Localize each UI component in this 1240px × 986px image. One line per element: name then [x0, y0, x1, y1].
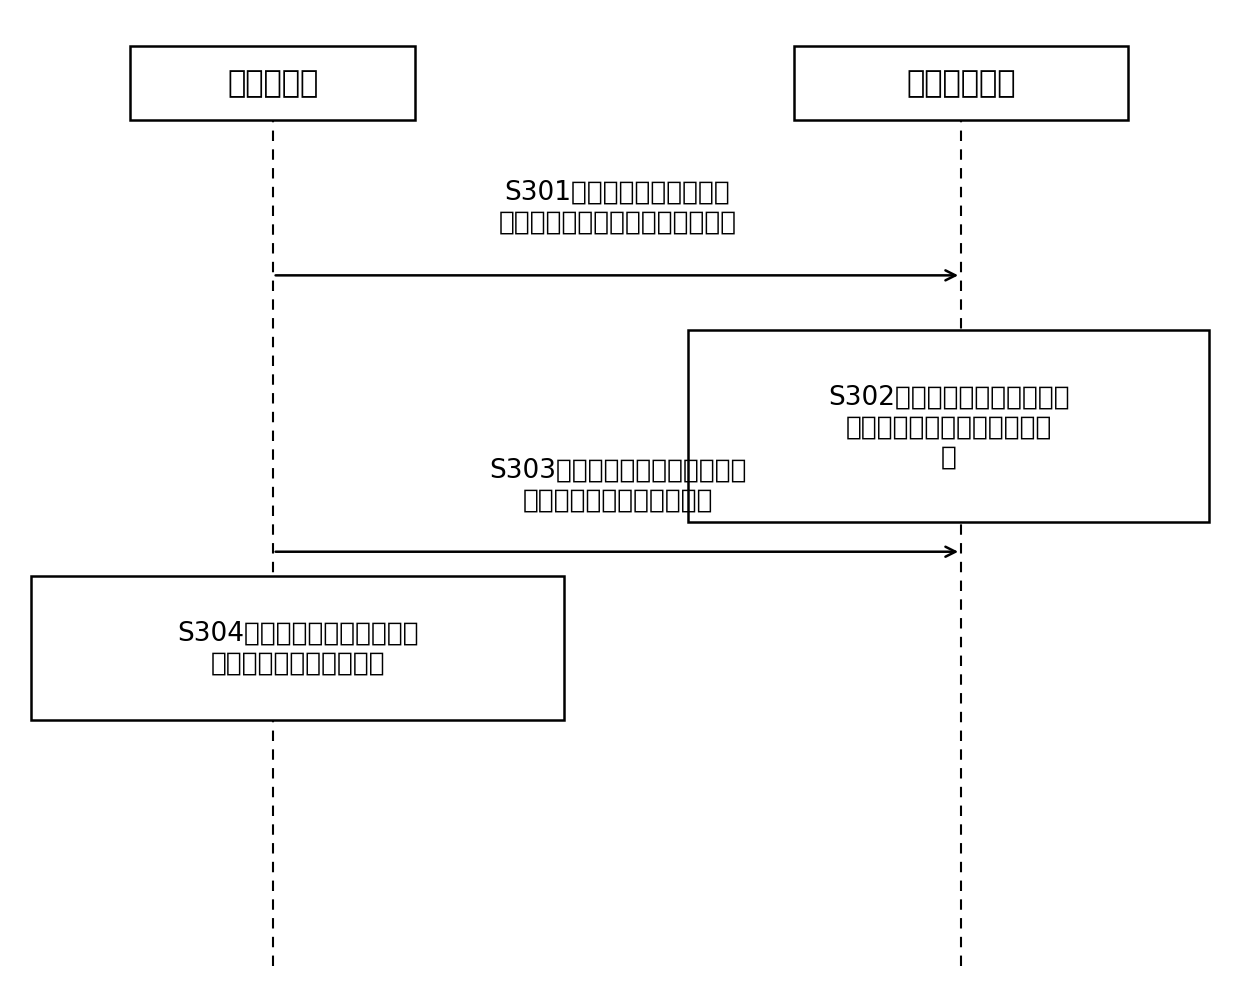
Bar — [794, 46, 1128, 120]
Text: S303、通过第四端口向网络测试
仪的第三端口发送测试报文: S303、通过第四端口向网络测试 仪的第三端口发送测试报文 — [489, 458, 746, 513]
Text: S301、通过第一端口向被测
网络设备的第二端口发送测试报文: S301、通过第一端口向被测 网络设备的第二端口发送测试报文 — [498, 179, 737, 235]
Text: S302、通过第二端口向被测网
络设备的第四端口转发被测报
文: S302、通过第二端口向被测网 络设备的第四端口转发被测报 文 — [828, 384, 1069, 470]
Bar — [130, 46, 415, 120]
Text: S304、在第三端口对被测报文
进行分析，得到分析结果: S304、在第三端口对被测报文 进行分析，得到分析结果 — [177, 620, 418, 676]
Bar — [688, 330, 1209, 523]
Text: 网络测试仪: 网络测试仪 — [227, 69, 319, 99]
Text: 被测网络设备: 被测网络设备 — [906, 69, 1016, 99]
Bar — [31, 577, 564, 720]
